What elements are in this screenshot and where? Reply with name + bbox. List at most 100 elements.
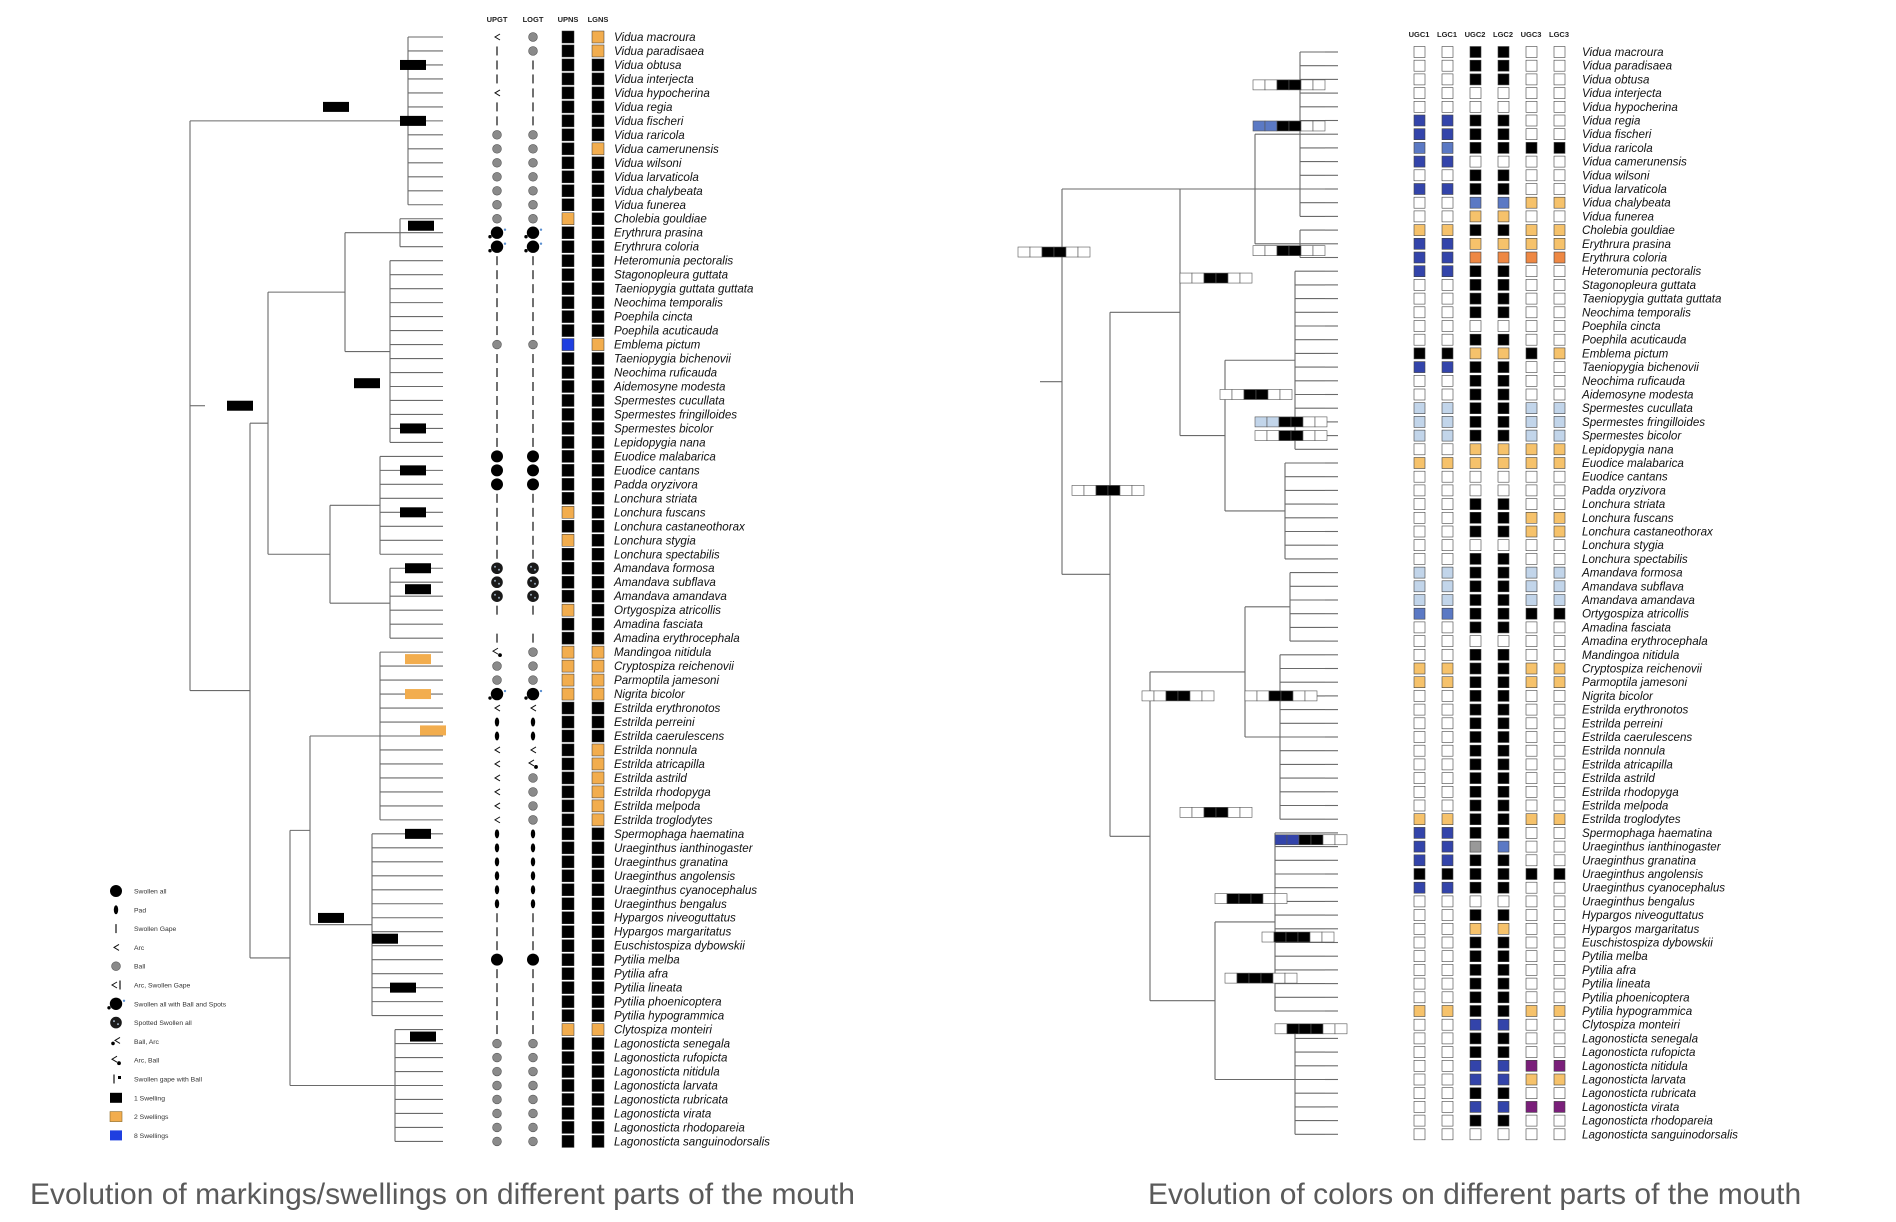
mark-swollen-ball-spots-icon	[488, 240, 507, 253]
color-cell	[1469, 635, 1482, 647]
upns-cell	[561, 338, 575, 351]
mark-ball-icon	[492, 172, 502, 182]
color-cell	[1497, 621, 1510, 634]
upns-cell	[561, 1079, 575, 1092]
color-cell	[1553, 46, 1566, 58]
color-cell	[1413, 347, 1426, 360]
color-cell	[1469, 1128, 1482, 1141]
color-cell	[1413, 1114, 1426, 1127]
lgns-cell	[591, 506, 605, 519]
color-cell	[1413, 758, 1426, 771]
lgns-cell	[591, 757, 605, 771]
color-cell	[1441, 621, 1454, 634]
right-node-state-marker	[1244, 690, 1318, 702]
mark-ball-icon	[492, 144, 502, 154]
mark-swollen-ball-spots-icon	[488, 687, 507, 701]
color-cell	[1469, 895, 1482, 908]
upns-cell	[561, 114, 575, 128]
color-cell	[1553, 922, 1566, 935]
right-species-label: Vidua paradisaea	[1582, 60, 1673, 73]
color-cell	[1441, 731, 1454, 743]
left-species-label: Vidua interjecta	[614, 73, 694, 86]
colors-panel: UGC1 LGC1 UGC2 LGC2 UGC3 LGC3 Vidua macrouraV…	[1017, 30, 1801, 1211]
mark-spotted-icon	[491, 562, 503, 575]
color-cell	[1441, 868, 1454, 880]
upns-cell	[561, 631, 575, 645]
color-cell	[1413, 279, 1426, 291]
upns-cell	[561, 142, 575, 156]
color-cell	[1469, 347, 1482, 360]
color-cell	[1413, 169, 1426, 182]
upns-cell	[561, 352, 575, 365]
color-cell	[1497, 155, 1510, 168]
color-cell	[1525, 142, 1538, 154]
color-cell	[1441, 964, 1454, 976]
color-cell	[1525, 333, 1538, 346]
color-cell	[1553, 635, 1566, 647]
color-cell	[1441, 155, 1454, 168]
mark-swollen-icon	[527, 478, 539, 491]
color-cell	[1413, 1073, 1426, 1086]
color-cell	[1441, 251, 1454, 264]
right-ancestral-state-markers	[1017, 79, 1348, 1035]
lgns-cell	[591, 589, 605, 603]
color-cell	[1441, 59, 1454, 72]
color-cell	[1441, 484, 1454, 497]
color-cell	[1413, 690, 1426, 702]
color-cell	[1525, 511, 1538, 524]
lgns-cell	[591, 478, 605, 491]
mark-ball-icon	[492, 1122, 502, 1133]
mark-swollen-ball-spots-icon	[524, 687, 543, 701]
color-cell	[1553, 772, 1566, 784]
mark-gape-ball-icon	[113, 1074, 121, 1084]
color-cell	[1469, 73, 1482, 86]
color-cell	[1469, 470, 1482, 483]
mark-swollen-icon	[527, 953, 539, 966]
color-cell	[1553, 292, 1566, 305]
legend-label: 8 Swellings	[134, 1133, 169, 1140]
color-cell	[1553, 155, 1566, 168]
upns-cell	[561, 212, 575, 225]
color-cell	[1525, 1087, 1538, 1099]
color-cell	[1525, 772, 1538, 784]
color-cell	[1469, 1032, 1482, 1045]
left-species-label: Spermophaga haematina	[614, 828, 745, 841]
upns-cell	[561, 30, 575, 44]
right-species-label: Vidua funerea	[1582, 210, 1655, 223]
left-species-label: Uraeginthus cyanocephalus	[614, 884, 757, 897]
color-cell	[1553, 142, 1566, 154]
color-cell	[1525, 374, 1538, 387]
right-species-label: Lagonosticta rufopicta	[1582, 1046, 1696, 1059]
color-cell	[1441, 1005, 1454, 1017]
color-cell	[1525, 196, 1538, 209]
upns-cell	[561, 548, 575, 561]
color-cell	[1413, 484, 1426, 497]
color-cell	[1553, 525, 1566, 538]
lgns-cell	[591, 701, 605, 715]
left-column-header: UPNS	[558, 15, 579, 24]
color-cell	[1413, 498, 1426, 510]
mark-ball-icon	[492, 1038, 502, 1049]
color-cell	[1497, 238, 1510, 250]
color-cell	[1497, 676, 1510, 689]
right-column-header: UGC1	[1409, 30, 1430, 39]
upns-cell	[561, 967, 575, 980]
right-species-label: Heteromunia pectoralis	[1582, 265, 1701, 278]
color-cell	[1525, 429, 1538, 442]
color-cell	[1469, 196, 1482, 209]
color-cell	[1553, 909, 1566, 921]
left-species-label: Vidua paradisaea	[614, 45, 705, 58]
color-cell	[1413, 265, 1426, 278]
left-species-label: Vidua hypocherina	[614, 87, 710, 100]
color-cell	[1413, 772, 1426, 784]
color-cell	[1497, 648, 1510, 661]
color-cell	[1553, 320, 1566, 332]
mark-swollen-icon	[491, 953, 503, 966]
color-cell	[1525, 785, 1538, 798]
left-species-label: Parmoptila jamesoni	[614, 674, 719, 687]
right-column-headers: UGC1 LGC1 UGC2 LGC2 UGC3 LGC3	[1409, 30, 1569, 39]
color-cell	[1553, 785, 1566, 798]
color-cell	[1497, 566, 1510, 579]
left-species-label: Taeniopygia bichenovii	[614, 353, 731, 366]
left-legend: Swollen all Pad Swollen Gape Arc Ball Arc, Sw…	[107, 885, 227, 1141]
